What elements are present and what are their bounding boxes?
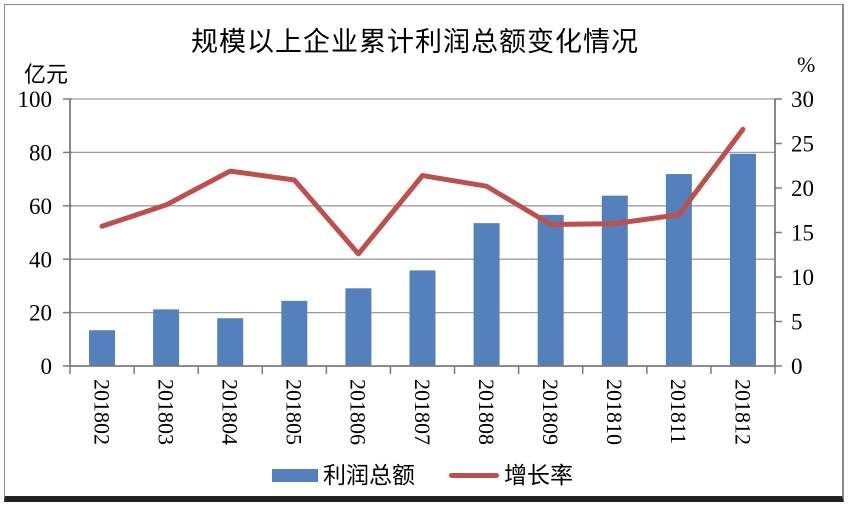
right-axis-unit-label: % bbox=[797, 52, 816, 77]
bar-201808[interactable] bbox=[473, 223, 500, 366]
legend-label-profit: 利润总额 bbox=[323, 462, 415, 488]
legend-item-growth[interactable]: 增长率 bbox=[449, 464, 573, 487]
x-axis-label-201804: 201804 bbox=[218, 379, 243, 445]
right-axis-tick-label: 15 bbox=[791, 221, 814, 246]
x-axis-label-201803: 201803 bbox=[153, 379, 178, 445]
right-axis-tick-label: 25 bbox=[791, 132, 814, 157]
right-axis-tick-label: 30 bbox=[791, 87, 814, 112]
left-axis-tick-label: 20 bbox=[29, 301, 52, 326]
bar-201809[interactable] bbox=[537, 214, 564, 366]
x-axis-label-201805: 201805 bbox=[282, 379, 307, 445]
left-axis-tick-label: 80 bbox=[29, 140, 52, 165]
bar-201807[interactable] bbox=[409, 270, 436, 366]
left-axis-tick-label: 100 bbox=[18, 87, 53, 112]
bar-201802[interactable] bbox=[89, 330, 116, 366]
left-axis-tick-label: 40 bbox=[29, 247, 52, 272]
bar-201806[interactable] bbox=[345, 288, 372, 366]
line-series-swatch bbox=[449, 472, 499, 478]
x-axis-label-201811: 201811 bbox=[666, 379, 691, 444]
x-axis-label-201812: 201812 bbox=[730, 379, 755, 445]
right-axis-tick-label: 10 bbox=[791, 265, 814, 290]
legend-item-profit[interactable]: 利润总额 bbox=[272, 464, 415, 487]
x-axis-label-201810: 201810 bbox=[602, 379, 627, 445]
left-axis-tick-label: 60 bbox=[29, 194, 52, 219]
bar-201804[interactable] bbox=[217, 318, 244, 366]
right-axis-tick-label: 0 bbox=[791, 354, 803, 379]
chart-title: 规模以上企业累计利润总额变化情况 bbox=[191, 27, 639, 57]
bar-201803[interactable] bbox=[153, 309, 180, 366]
left-axis-tick-label: 0 bbox=[41, 354, 53, 379]
x-axis-label-201806: 201806 bbox=[346, 379, 371, 445]
left-axis-unit-label: 亿元 bbox=[24, 62, 69, 87]
growth-rate-line[interactable] bbox=[99, 126, 746, 257]
bar-series-swatch bbox=[272, 468, 318, 482]
bar-201805[interactable] bbox=[281, 300, 308, 366]
legend-label-growth: 增长率 bbox=[504, 462, 573, 488]
legend: 利润总额 增长率 bbox=[70, 460, 775, 490]
chart-frame bbox=[4, 4, 844, 502]
right-axis-tick-label: 5 bbox=[791, 310, 803, 335]
right-axis-tick-label: 20 bbox=[791, 176, 814, 201]
x-axis-label-201809: 201809 bbox=[538, 379, 563, 445]
bar-201812[interactable] bbox=[729, 153, 756, 366]
x-axis-label-201802: 201802 bbox=[89, 379, 114, 445]
x-axis-label-201807: 201807 bbox=[410, 379, 435, 445]
x-axis-label-201808: 201808 bbox=[474, 379, 499, 445]
